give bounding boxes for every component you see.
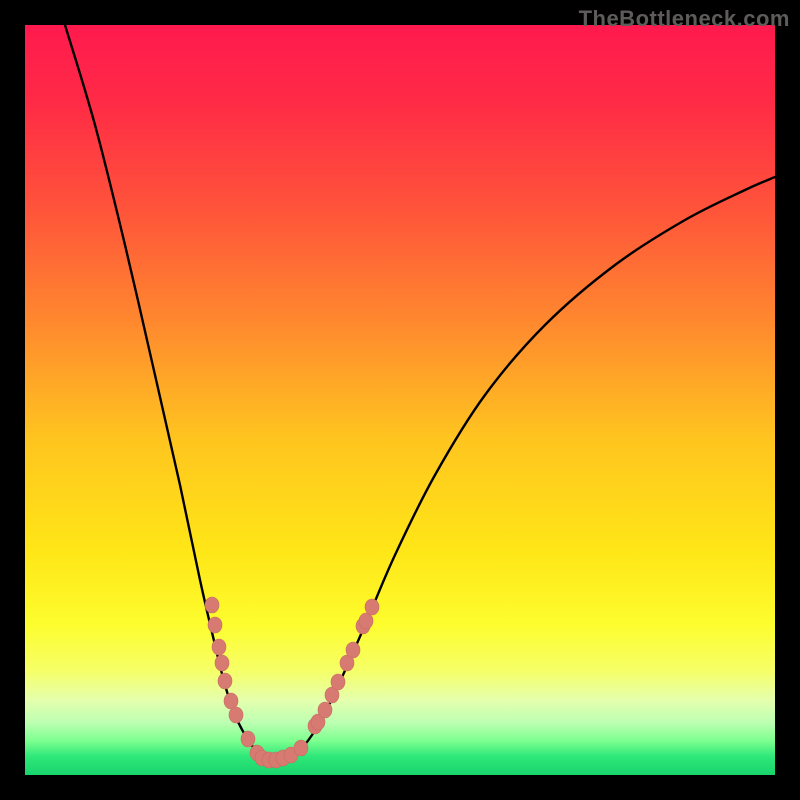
outer-frame: TheBottleneck.com [0,0,800,800]
data-marker [365,599,379,615]
watermark-text: TheBottleneck.com [579,6,790,32]
data-marker [331,674,345,690]
data-marker [224,693,238,709]
data-marker [215,655,229,671]
data-marker [212,639,226,655]
chart-background [25,25,775,775]
data-marker [241,731,255,747]
data-marker [218,673,232,689]
chart-plot-area [25,25,775,775]
data-marker [205,597,219,613]
data-marker [346,642,360,658]
data-marker [359,613,373,629]
data-marker [318,702,332,718]
data-marker [208,617,222,633]
bottleneck-curve-chart [25,25,775,775]
data-marker [294,740,308,756]
data-marker [229,707,243,723]
